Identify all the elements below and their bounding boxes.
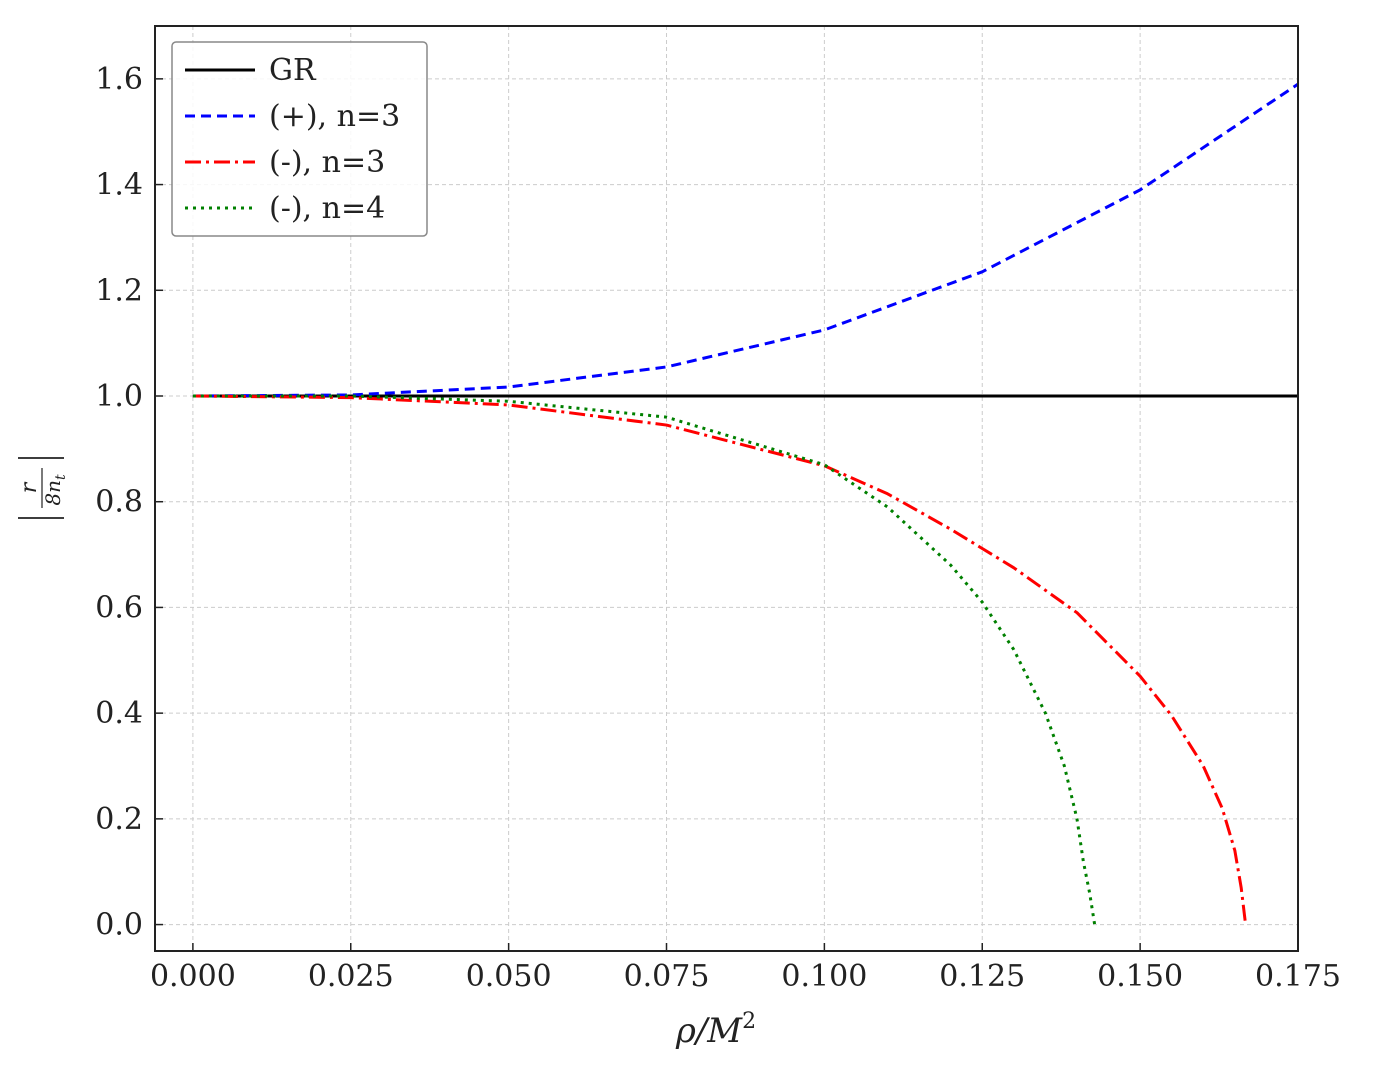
y-tick-label: 1.2 [95,273,143,308]
y-tick-label: 1.4 [95,168,143,203]
series-line-n-4 [192,394,1097,925]
y-tick-label: 1.0 [95,379,143,414]
x-axis-title: ρ/M2 [675,1009,756,1051]
legend-box [171,41,428,237]
y-axis-title: r 8nt [17,457,69,519]
legend-label: (-), n=3 [269,145,385,180]
y-tick-label: 0.0 [95,908,143,943]
x-tick-label: 0.100 [781,959,867,994]
svg-text:8nt: 8nt [41,474,69,506]
y-tick-label: 0.4 [95,696,143,731]
x-tick-label: 0.175 [1255,959,1341,994]
series-line-n-3 [192,82,1299,398]
y-tick-label: 0.8 [95,485,143,520]
y-axis-title-denominator-subscript: t [53,474,69,480]
series-line-n-3 [192,394,1248,925]
y-axis-title-numerator: r [17,481,42,493]
y-tick-label: 1.6 [95,62,143,97]
x-tick-label: 0.050 [466,959,552,994]
plot-series [192,82,1299,925]
x-tick-label: 0.125 [939,959,1025,994]
x-tick-label: 0.025 [308,959,394,994]
legend: GR (+), n=3 (-), n=3 (-), n=4 [171,41,428,237]
legend-label: (+), n=3 [269,99,400,134]
plot-frame [154,25,1299,952]
x-tick-label: 0.000 [150,959,236,994]
x-axis-title-base: ρ/M [675,1011,743,1051]
x-axis-title-exponent: 2 [742,1009,756,1034]
y-tick-label: 0.2 [95,802,143,837]
x-tick-label: 0.150 [1097,959,1183,994]
svg-text:ρ/M2: ρ/M2 [675,1009,756,1051]
y-axis-title-denominator: 8n [41,480,65,506]
legend-label: (-), n=4 [269,191,385,226]
y-tick-label: 0.6 [95,590,143,625]
legend-label: GR [269,53,317,88]
x-tick-label: 0.075 [624,959,710,994]
axis-ticks: 0.000 0.025 0.050 0.075 0.100 0.125 0.150 0.175… [95,62,1341,994]
